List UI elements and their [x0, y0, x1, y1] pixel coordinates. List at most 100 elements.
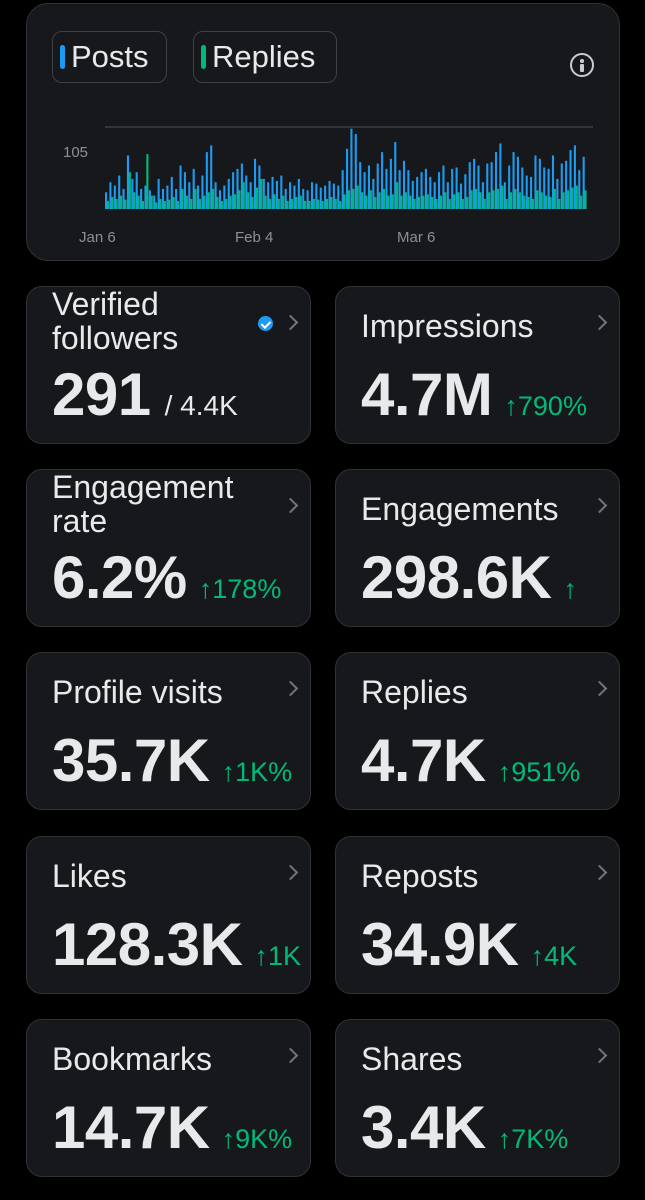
metric-card-verified-followers[interactable]: Verified followers 291 / 4.4K [26, 286, 311, 444]
x-tick-label: Feb 4 [235, 229, 273, 246]
posts-bar [525, 175, 528, 209]
posts-bar [578, 170, 581, 209]
replies-bar [233, 194, 237, 209]
replies-bar [273, 194, 276, 209]
replies-bar [251, 196, 254, 209]
posts-bar [516, 156, 519, 209]
replies-bar [501, 185, 504, 209]
posts-bar [267, 182, 270, 209]
metric-card-profile-visits[interactable]: Profile visits 35.7K ↑1K% [26, 652, 311, 810]
replies-bar [404, 192, 407, 209]
replies-bar [141, 200, 145, 209]
posts-bar [359, 162, 362, 209]
replies-bar [418, 196, 421, 209]
posts-bar [494, 152, 498, 209]
posts-bar [249, 182, 252, 209]
metric-card-likes[interactable]: Likes 128.3K ↑1K [26, 836, 311, 994]
replies-bar [155, 202, 158, 209]
replies-bar [185, 195, 188, 209]
metric-change: ↑7K% [497, 1124, 569, 1154]
posts-bar [402, 160, 406, 209]
posts-bar [569, 150, 572, 209]
replies-bar [466, 196, 469, 209]
posts-bar [547, 168, 550, 209]
replies-bar [133, 192, 136, 209]
replies-bar [220, 200, 223, 209]
metric-change: ↑ [563, 574, 577, 604]
posts-bar [289, 182, 292, 209]
posts-bar [232, 172, 235, 209]
metric-change: ↑178% [198, 574, 282, 604]
posts-bar [118, 175, 121, 209]
replies-bar [207, 192, 210, 209]
replies-bar [260, 178, 263, 209]
posts-bar [381, 152, 384, 209]
metric-card-engagements[interactable]: Engagements 298.6K ↑ [335, 469, 620, 627]
chevron-right-icon [282, 864, 299, 881]
metric-total: / 4.4K [164, 390, 238, 421]
replies-bar [150, 195, 153, 209]
posts-bar [240, 163, 243, 209]
info-icon[interactable] [570, 53, 594, 77]
metric-value: 128.3K [52, 911, 243, 978]
replies-bar [566, 190, 570, 209]
replies-bar [361, 192, 364, 209]
replies-toggle-label: Replies [212, 39, 316, 74]
posts-toggle[interactable]: Posts [52, 31, 167, 83]
metric-value: 35.7K [52, 727, 210, 794]
replies-bar [435, 198, 438, 209]
replies-bar [352, 188, 355, 209]
metric-card-engagement-rate[interactable]: Engagement rate 6.2% ↑178% [26, 469, 311, 627]
metric-card-replies[interactable]: Replies 4.7K ↑951% [335, 652, 620, 810]
posts-bar [363, 172, 366, 209]
replies-bar [286, 200, 289, 209]
replies-bar [334, 198, 337, 209]
replies-bar [444, 192, 447, 209]
replies-bar [295, 196, 298, 209]
posts-bar [245, 175, 248, 209]
metric-card-impressions[interactable]: Impressions 4.7M ↑790% [335, 286, 620, 444]
metric-label: Profile visits [52, 674, 223, 710]
posts-bar [385, 168, 388, 209]
replies-bar [413, 198, 416, 209]
posts-bar [451, 168, 454, 209]
posts-bar [183, 172, 186, 209]
replies-bar [277, 198, 280, 209]
replies-bar [545, 195, 548, 209]
metric-card-shares[interactable]: Shares 3.4K ↑7K% [335, 1019, 620, 1177]
replies-bar [290, 198, 294, 209]
replies-bar [216, 196, 219, 209]
posts-bar [227, 178, 230, 209]
posts-bar [565, 160, 568, 209]
metric-change: ↑1K% [221, 757, 293, 787]
posts-bar [153, 195, 156, 209]
replies-bar [426, 194, 429, 209]
replies-bar [106, 200, 109, 209]
metric-card-reposts[interactable]: Reposts 34.9K ↑4K [335, 836, 620, 994]
posts-bar [372, 178, 375, 209]
metric-label: Replies [361, 674, 468, 710]
metric-value: 14.7K [52, 1094, 210, 1161]
replies-bar [343, 194, 346, 209]
posts-bar [341, 170, 344, 209]
x-tick-label: Mar 6 [397, 229, 435, 246]
posts-bar [113, 185, 116, 209]
posts-bar [429, 176, 432, 209]
replies-bar [431, 196, 434, 209]
replies-bar [505, 198, 508, 209]
replies-bar [264, 195, 267, 209]
replies-bar [115, 198, 118, 209]
posts-bar [293, 185, 296, 209]
posts-bar [346, 148, 349, 209]
replies-bar [510, 192, 513, 209]
replies-toggle[interactable]: Replies [193, 31, 337, 83]
replies-bar [190, 198, 193, 209]
replies-bar [120, 195, 123, 209]
posts-bar [310, 182, 314, 209]
posts-bar [438, 172, 441, 209]
replies-bar [111, 196, 114, 209]
metric-card-bookmarks[interactable]: Bookmarks 14.7K ↑9K% [26, 1019, 311, 1177]
replies-bar [575, 185, 578, 209]
posts-bar [324, 185, 327, 209]
posts-bar [367, 165, 371, 209]
